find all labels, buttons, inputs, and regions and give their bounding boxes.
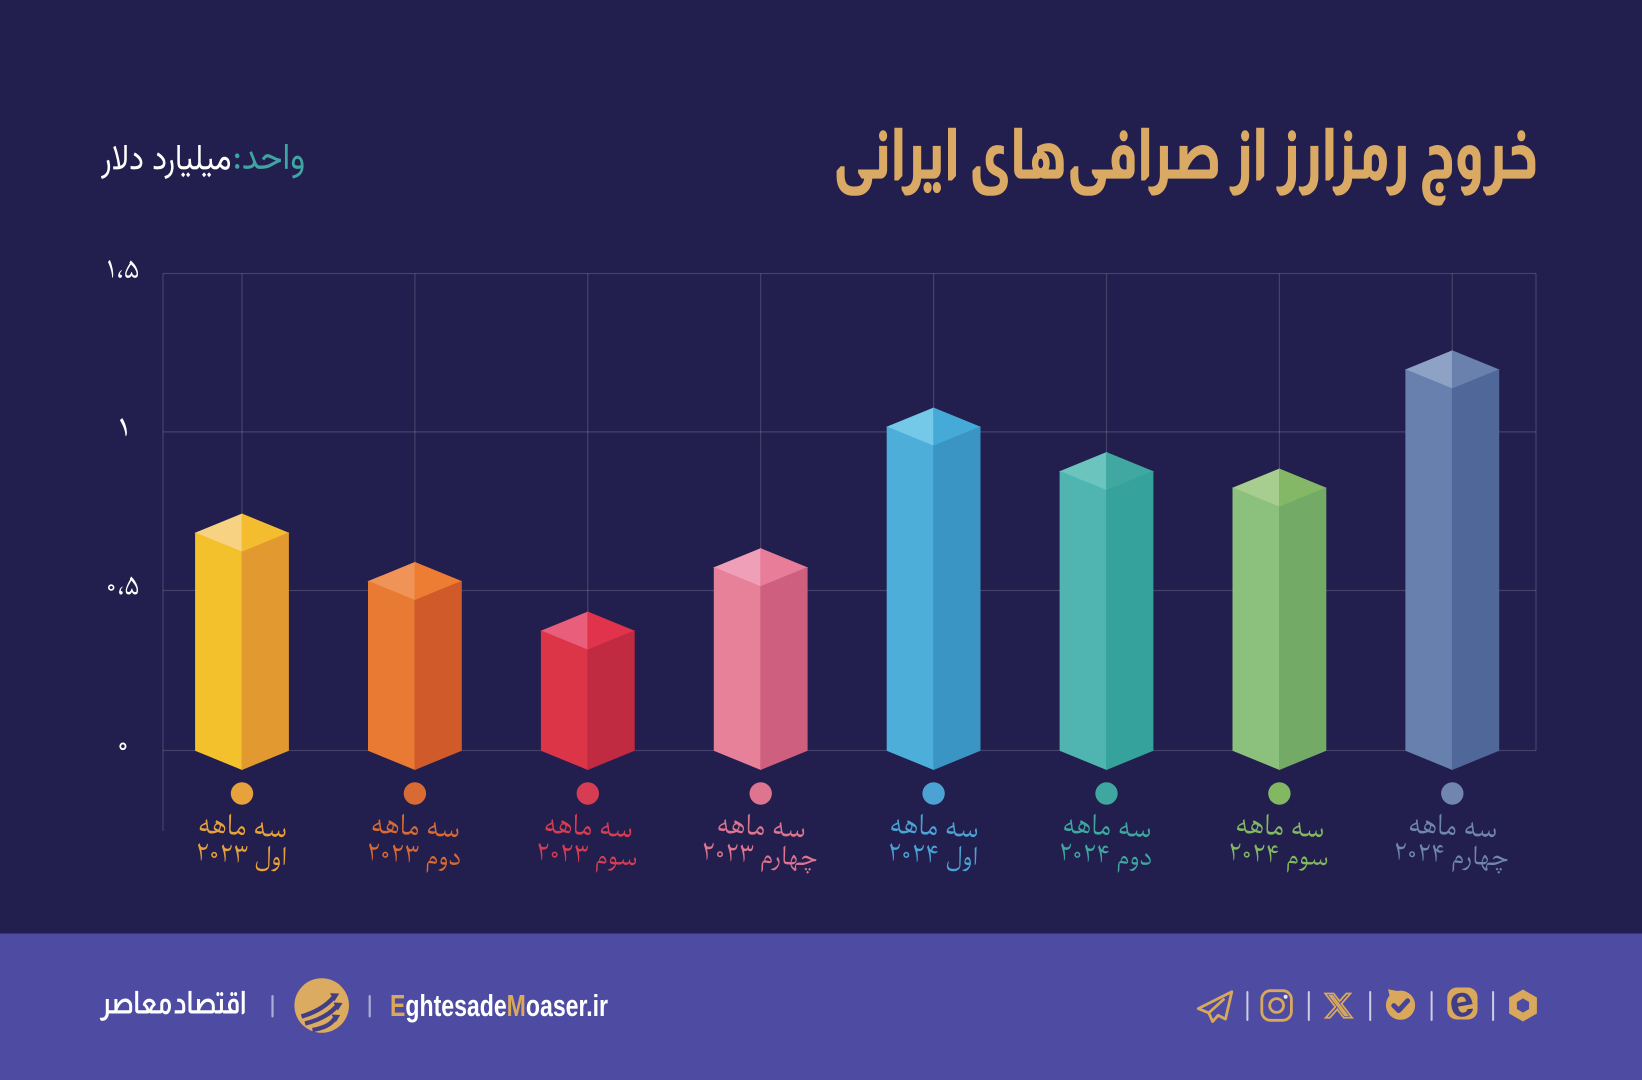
svg-text:EghtesadeMoaser.ir: EghtesadeMoaser.ir [390,989,608,1023]
